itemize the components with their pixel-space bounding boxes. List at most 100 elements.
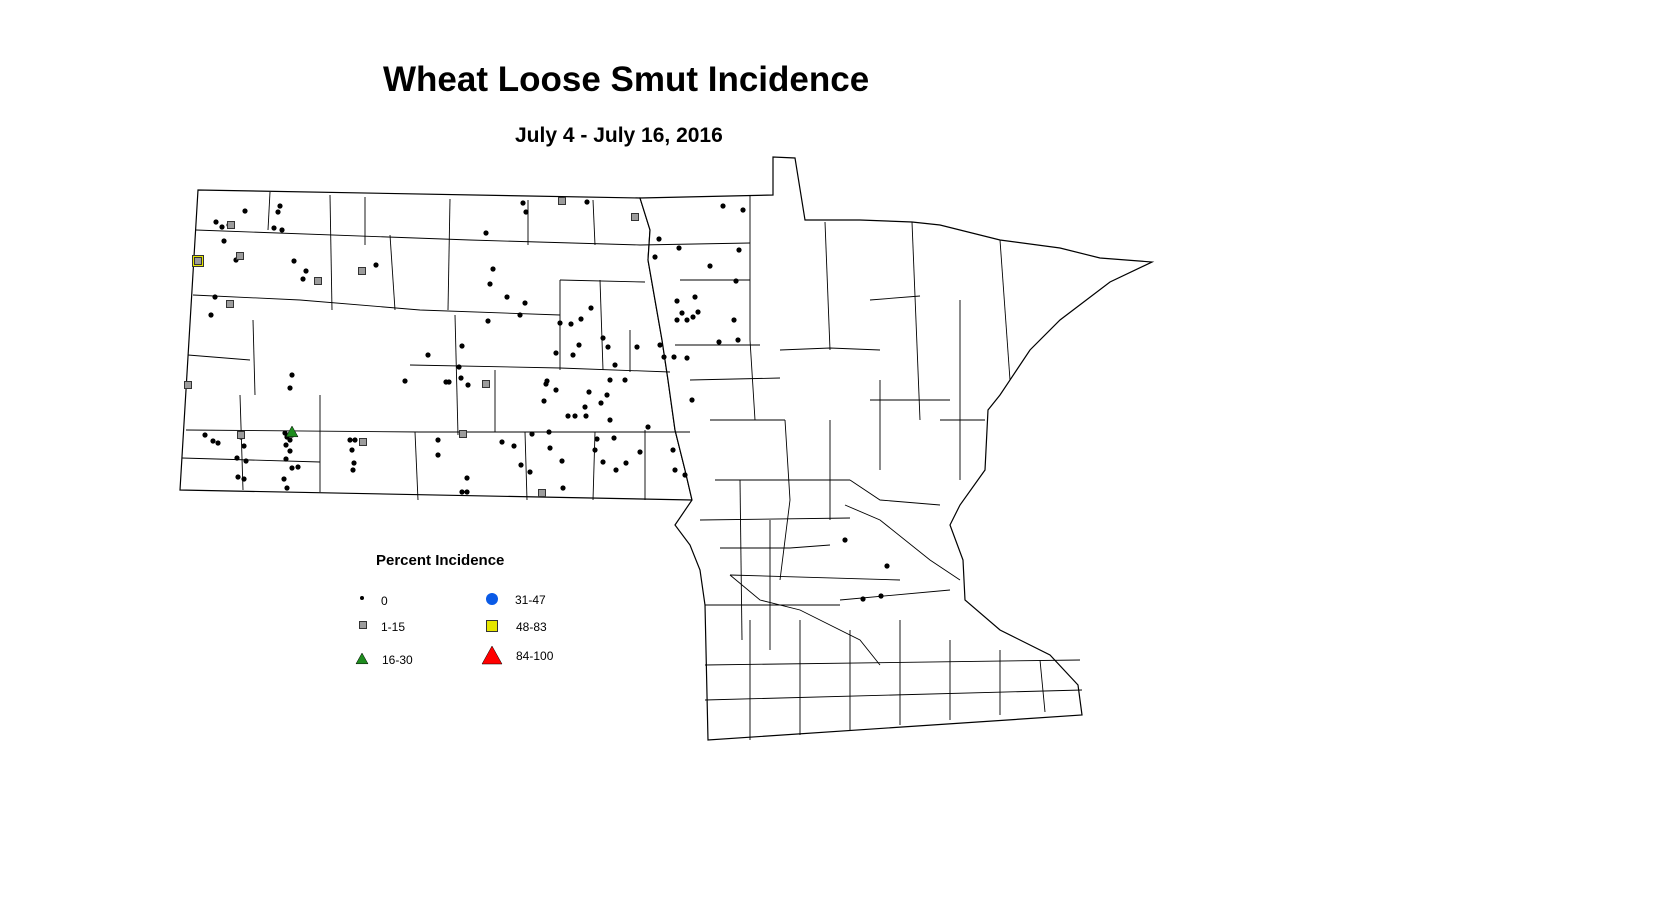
marker-0 <box>487 281 493 287</box>
marker-1-15 <box>227 221 235 229</box>
marker-0 <box>657 342 663 348</box>
county-boundary <box>720 544 831 549</box>
marker-1-15 <box>359 438 367 446</box>
marker-0 <box>527 469 533 475</box>
marker-0 <box>559 458 565 464</box>
marker-0 <box>300 276 306 282</box>
marker-0 <box>287 448 293 454</box>
county-boundary <box>389 234 396 311</box>
county-boundary <box>559 279 646 283</box>
marker-0 <box>674 317 680 323</box>
marker-0 <box>360 596 364 600</box>
marker-0 <box>202 432 208 438</box>
marker-0 <box>656 236 662 242</box>
marker-0 <box>511 443 517 449</box>
marker-0 <box>560 485 566 491</box>
legend-label-31-47: 31-47 <box>515 593 546 607</box>
marker-0 <box>586 389 592 395</box>
marker-0 <box>604 392 610 398</box>
marker-0 <box>671 354 677 360</box>
marker-0 <box>553 350 559 356</box>
marker-0 <box>349 447 355 453</box>
marker-0 <box>541 398 547 404</box>
marker-0 <box>842 537 848 543</box>
marker-0 <box>208 312 214 318</box>
marker-0 <box>568 321 574 327</box>
county-boundary <box>749 195 756 421</box>
marker-0 <box>241 443 247 449</box>
marker-0 <box>570 352 576 358</box>
marker-0 <box>736 247 742 253</box>
marker-0 <box>347 437 353 443</box>
marker-0 <box>707 263 713 269</box>
county-boundary <box>704 659 1081 666</box>
marker-48-83 <box>486 620 498 632</box>
marker-0 <box>464 489 470 495</box>
marker-0 <box>291 258 297 264</box>
county-boundary <box>911 221 921 421</box>
marker-0 <box>600 335 606 341</box>
legend-label-1-15: 1-15 <box>381 620 406 634</box>
marker-0 <box>241 476 247 482</box>
marker-0 <box>731 317 737 323</box>
marker-0 <box>289 372 295 378</box>
county-boundary <box>824 221 831 351</box>
county-boundary <box>469 239 641 246</box>
marker-0 <box>557 320 563 326</box>
county-boundary <box>869 295 921 301</box>
marker-0 <box>215 440 221 446</box>
marker-1-15 <box>184 381 192 389</box>
marker-0 <box>690 314 696 320</box>
marker-0 <box>435 452 441 458</box>
marker-1-15 <box>226 300 234 308</box>
marker-0 <box>520 200 526 206</box>
marker-0 <box>483 230 489 236</box>
marker-0 <box>572 413 578 419</box>
county-boundary <box>187 354 251 361</box>
county-boundary <box>704 689 1083 701</box>
marker-0 <box>652 254 658 260</box>
marker-0 <box>499 439 505 445</box>
county-boundary <box>689 377 781 381</box>
marker-0 <box>622 377 628 383</box>
marker-0 <box>583 413 589 419</box>
marker-0 <box>578 316 584 322</box>
marker-0 <box>546 429 552 435</box>
county-boundary <box>844 504 961 581</box>
marker-0 <box>634 344 640 350</box>
marker-1-15 <box>558 197 566 205</box>
marker-0 <box>435 437 441 443</box>
county-boundary <box>181 457 321 463</box>
marker-0 <box>592 447 598 453</box>
marker-0 <box>350 467 356 473</box>
marker-0 <box>221 238 227 244</box>
marker-0 <box>547 445 553 451</box>
marker-1-15 <box>194 257 202 265</box>
marker-0 <box>271 225 277 231</box>
marker-0 <box>676 245 682 251</box>
marker-1-15 <box>236 252 244 260</box>
county-boundary <box>592 431 596 501</box>
marker-0 <box>607 417 613 423</box>
marker-0 <box>234 455 240 461</box>
marker-0 <box>684 355 690 361</box>
marker-0 <box>674 298 680 304</box>
legend-label-16-30: 16-30 <box>382 653 413 667</box>
marker-0 <box>584 199 590 205</box>
marker-0 <box>289 465 295 471</box>
marker-0 <box>600 459 606 465</box>
county-boundary <box>639 242 751 246</box>
marker-0 <box>287 385 293 391</box>
marker-0 <box>283 456 289 462</box>
county-boundary <box>729 574 881 666</box>
marker-1-15 <box>631 213 639 221</box>
county-boundary <box>192 294 301 301</box>
marker-0 <box>425 352 431 358</box>
marker-0 <box>860 596 866 602</box>
marker-1-15 <box>359 621 367 629</box>
marker-0 <box>459 343 465 349</box>
marker-0 <box>716 339 722 345</box>
map-subtitle: July 4 - July 16, 2016 <box>515 124 723 147</box>
marker-1-15 <box>314 277 322 285</box>
marker-0 <box>607 377 613 383</box>
